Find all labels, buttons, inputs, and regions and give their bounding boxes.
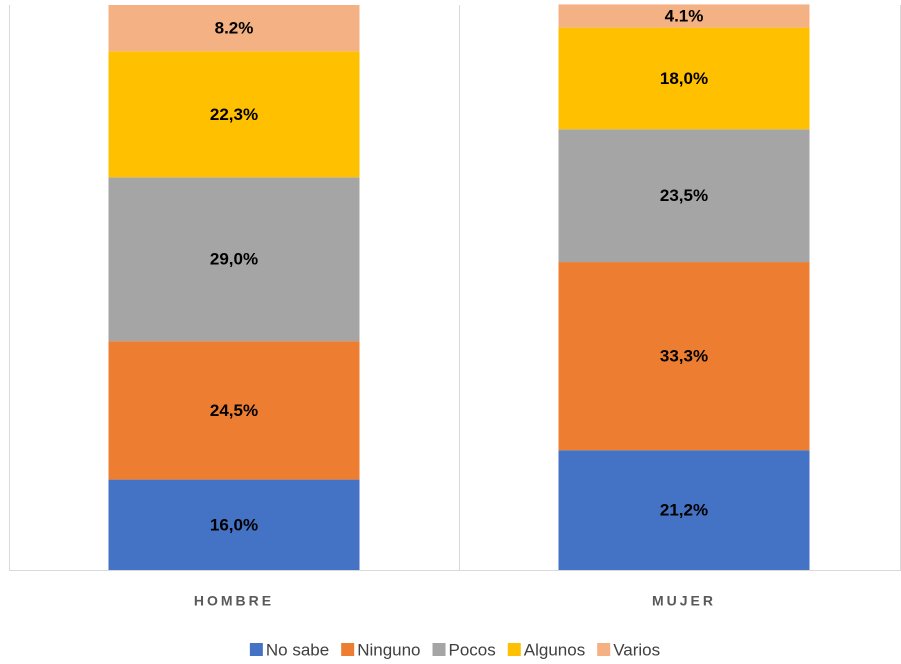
bar-segment [558, 450, 810, 570]
legend-swatch [249, 643, 263, 656]
bar-segment [108, 51, 360, 178]
legend-swatch [432, 643, 446, 656]
legend-swatch [507, 643, 521, 656]
x-tick-label: HOMBRE [194, 593, 274, 609]
x-tick-label: MUJER [652, 593, 716, 609]
bar-segment [558, 4, 810, 28]
data-label: 16,0% [210, 515, 258, 534]
data-label: 18,0% [660, 69, 708, 88]
bar-segment [108, 341, 360, 480]
data-label: 22,3% [210, 105, 258, 124]
legend-swatch [341, 643, 355, 656]
data-label: 4.1% [665, 7, 704, 26]
bar-segment [108, 479, 360, 570]
legend-label: No sabe [266, 640, 329, 659]
bar-segment [558, 27, 810, 130]
data-label: 24,5% [210, 401, 258, 420]
data-label: 23,5% [660, 186, 708, 205]
data-label: 21,2% [660, 501, 708, 520]
data-label: 29,0% [210, 250, 258, 269]
legend-label: Pocos [449, 640, 496, 659]
bar-segment [558, 129, 810, 263]
legend-label: Varios [613, 640, 660, 659]
legend-label: Ninguno [357, 640, 420, 659]
bar-segment [108, 5, 360, 52]
bar-segment [108, 177, 360, 342]
legend-label: Algunos [524, 640, 585, 659]
data-label: 33,3% [660, 347, 708, 366]
bar-segment [558, 262, 810, 451]
legend-swatch [597, 643, 611, 656]
data-label: 8.2% [215, 19, 254, 38]
